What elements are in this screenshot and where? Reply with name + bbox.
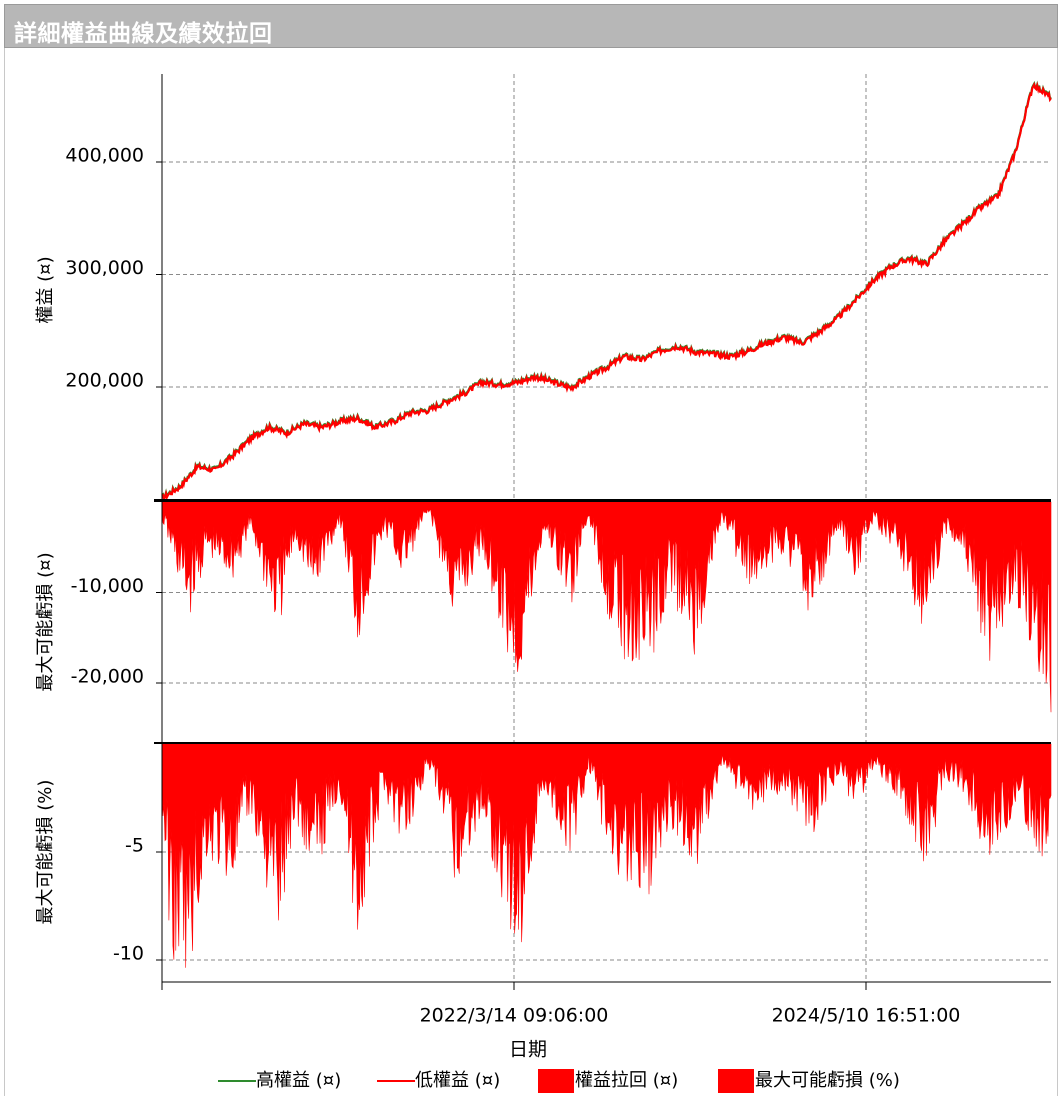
legend-swatch-red-line — [377, 1080, 415, 1082]
series-high-equity-line — [161, 80, 1052, 502]
chart-panel-1 — [156, 74, 1052, 503]
y-axis-label: 權益 (¤) — [35, 256, 56, 323]
x-tick-label: 2024/5/10 16:51:00 — [772, 1005, 961, 1027]
legend-label: 最大可能虧損 (%) — [755, 1070, 900, 1091]
x-axis-label: 日期 — [509, 1039, 547, 1061]
series-low-equity-line — [161, 81, 1052, 503]
legend-label: 低權益 (¤) — [415, 1070, 501, 1091]
window-title: 詳細權益曲線及績效拉回 — [14, 21, 273, 47]
y-tick-label: 400,000 — [65, 145, 144, 167]
x-tick-label: 2022/3/14 09:06:00 — [420, 1005, 609, 1027]
y-tick-label: -10,000 — [71, 575, 144, 597]
y-axis-label: 最大可能虧損 (%) — [35, 780, 56, 925]
legend-swatch-red-box — [718, 1069, 754, 1093]
chart-frame — [4, 48, 1058, 1096]
chart-panel-2 — [154, 500, 1052, 742]
legend-swatch-red-box — [538, 1069, 574, 1093]
legend-label: 權益拉回 (¤) — [575, 1070, 679, 1091]
legend-label: 高權益 (¤) — [256, 1070, 342, 1091]
y-axis-label: 最大可能虧損 (¤) — [35, 552, 56, 691]
series-equity-drawdown-area — [161, 501, 1052, 713]
y-tick-label: -10 — [113, 943, 144, 965]
y-tick-label: 200,000 — [65, 370, 144, 392]
legend-swatch-green-line — [218, 1080, 256, 1082]
y-tick-label: -5 — [125, 835, 144, 857]
chart-canvas: 200,000 300,000 400,000 權益 (¤) -10,000 -20,00… — [35, 74, 1052, 1061]
y-tick-label: -20,000 — [71, 666, 144, 688]
series-max-loss-pct-area — [161, 743, 1052, 968]
chart-window-titlebar: 詳細權益曲線及績效拉回 — [4, 4, 1058, 48]
chart-panel-3 — [154, 742, 1052, 982]
chart-legend: 高權益 (¤) 低權益 (¤) 權益拉回 (¤) 最大可能虧損 (%) — [0, 1066, 1062, 1096]
y-tick-label: 300,000 — [65, 257, 144, 279]
